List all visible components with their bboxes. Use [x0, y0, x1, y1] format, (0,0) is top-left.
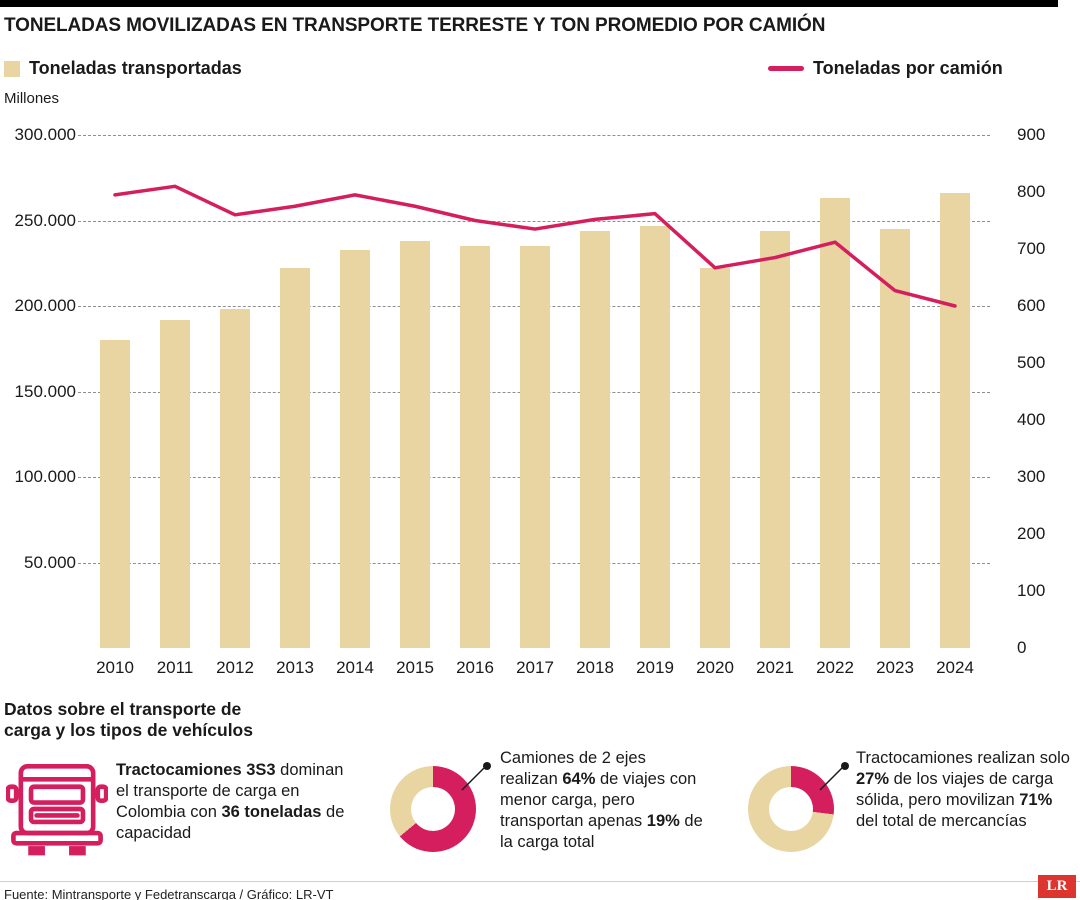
- fact-text-segment: 71%: [1019, 790, 1053, 809]
- connector-dot: [841, 762, 849, 770]
- year-label: 2010: [96, 658, 134, 677]
- truck-wheel: [28, 846, 45, 856]
- connector-line-3: [819, 762, 849, 791]
- gridline: [78, 220, 990, 222]
- left-axis-tick-label: 200.000: [14, 296, 76, 315]
- right-axis-tick-label: 500: [1017, 353, 1046, 372]
- bar-2012: [220, 309, 250, 648]
- page-title: TONELADAS MOVILIZADAS EN TRANSPORTE TERR…: [4, 15, 826, 36]
- bar-2023: [880, 229, 910, 648]
- fact-text-segment: 36 toneladas: [221, 802, 322, 821]
- right-axis-tick-label: 100: [1017, 581, 1046, 600]
- fact-text-1: Tractocamiones 3S3 dominan el transporte…: [116, 760, 356, 844]
- combo-chart: 300.000 250.000 200.000 150.000 100.000 50.00…: [14, 125, 1046, 677]
- bar-2014: [340, 249, 370, 648]
- line-swatch-icon: [768, 66, 804, 71]
- bar-swatch-icon: [4, 60, 20, 77]
- right-axis-tick-label: 0: [1017, 638, 1027, 657]
- top-rule: [0, 0, 1058, 7]
- year-label: 2021: [756, 658, 794, 677]
- footer-rule: [0, 881, 1080, 882]
- year-label: 2022: [816, 658, 854, 677]
- fact-text-2: Camiones de 2 ejes realizan 64% de viaje…: [500, 748, 708, 853]
- fact-text-segment: 64%: [562, 769, 596, 788]
- fact-text-segment: Camiones de 2 ejes realizan: [500, 749, 646, 788]
- fact-text-segment: de los viajes de carga sólida, pero movi…: [856, 769, 1054, 809]
- bar-2024: [940, 193, 970, 648]
- right-axis-tick-label: 700: [1017, 239, 1046, 258]
- gridline: [78, 135, 990, 136]
- fact-text-segment: de la carga total: [500, 811, 703, 851]
- legend-item-line: Toneladas por camión: [768, 58, 1003, 79]
- bar-2022: [820, 198, 850, 648]
- year-label: 2014: [336, 658, 374, 677]
- year-label: 2017: [516, 658, 554, 677]
- truck-wheel: [69, 846, 86, 856]
- connector-dot: [483, 762, 491, 770]
- fact-text-segment: Tractocamiones 3S3: [116, 761, 276, 779]
- bar-2011: [160, 319, 190, 648]
- right-axis-tick-label: 800: [1017, 182, 1046, 201]
- right-axis-tick-label: 600: [1017, 296, 1046, 315]
- connector-line-2: [461, 762, 491, 791]
- year-label: 2015: [396, 658, 434, 677]
- fact-text-3: Tractocamiones realizan solo 27% de los …: [856, 748, 1074, 832]
- bar-2019: [640, 225, 670, 648]
- right-axis-tick-label: 300: [1017, 467, 1046, 486]
- bar-2021: [760, 230, 790, 648]
- year-label: 2023: [876, 658, 914, 677]
- left-axis-unit-label: Millones: [4, 90, 60, 107]
- truck-icon: [6, 764, 108, 856]
- lr-logo: LR: [1038, 875, 1076, 898]
- bar-2010: [100, 340, 130, 648]
- fact-text-segment: 19%: [646, 811, 680, 830]
- right-axis-tick-label: 400: [1017, 410, 1046, 429]
- bar-2015: [400, 241, 430, 648]
- legend-line-label: Toneladas por camión: [813, 58, 1003, 78]
- legend-bar-label: Toneladas transportadas: [29, 58, 242, 78]
- bar-2017: [520, 246, 550, 648]
- left-axis-tick-label: 250.000: [14, 210, 76, 230]
- left-axis-tick-label: 300.000: [14, 125, 76, 144]
- left-axis-tick-label: 100.000: [14, 467, 76, 486]
- year-label: 2020: [696, 658, 734, 677]
- left-axis-tick-label: 150.000: [14, 381, 76, 401]
- year-label: 2012: [216, 658, 254, 677]
- year-label: 2024: [936, 658, 974, 677]
- fact-text-segment: de capacidad: [116, 802, 345, 842]
- legend-item-bars: Toneladas transportadas: [4, 58, 242, 79]
- bar-2020: [700, 268, 730, 648]
- year-label: 2018: [576, 658, 614, 677]
- year-label: 2011: [156, 658, 194, 677]
- fact-text-segment: de viajes con menor carga, pero transpor…: [500, 769, 697, 830]
- donut-chart-tractocamiones: [748, 766, 834, 852]
- right-axis-tick-label: 900: [1017, 125, 1046, 144]
- trend-line: [113, 184, 957, 308]
- year-label: 2019: [636, 658, 674, 677]
- donut-chart-2-ejes: [390, 766, 476, 852]
- bar-2018: [580, 230, 610, 648]
- fact-text-segment: del total de mercancías: [856, 811, 1027, 830]
- left-axis-tick-label: 50.000: [24, 552, 76, 572]
- bar-2013: [280, 268, 310, 648]
- fact-text-segment: dominan el transporte de carga en Colomb…: [116, 761, 344, 821]
- year-label: 2016: [456, 658, 494, 677]
- year-label: 2013: [276, 658, 314, 677]
- fact-text-segment: 27%: [856, 769, 890, 788]
- facts-heading: Datos sobre el transporte de carga y los…: [4, 699, 253, 740]
- fact-text-segment: Tractocamiones realizan solo: [856, 749, 1070, 767]
- source-note: Fuente: Mintransporte y Fedetranscarga /…: [4, 887, 334, 900]
- bar-2016: [460, 246, 490, 648]
- right-axis-tick-label: 200: [1017, 524, 1046, 543]
